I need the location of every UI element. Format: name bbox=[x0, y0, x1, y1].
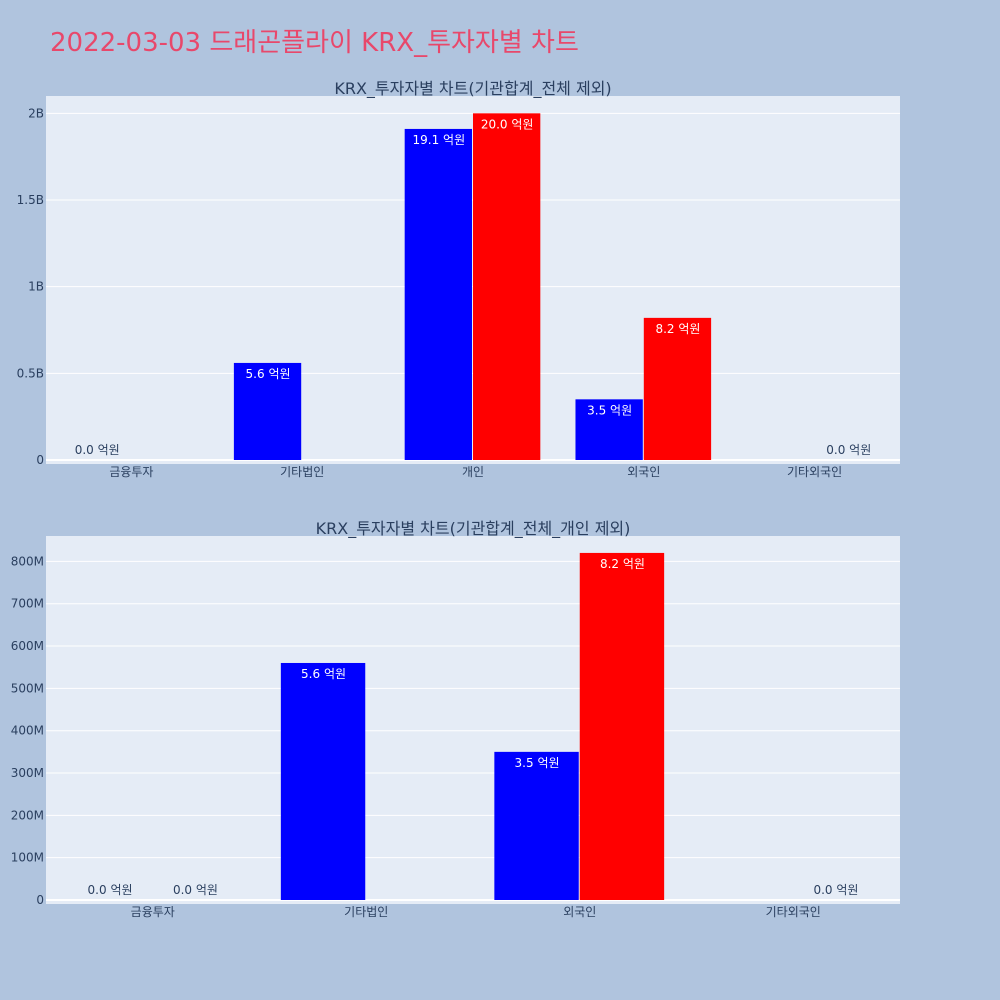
data-label: 3.5 억원 bbox=[587, 403, 632, 417]
chart-title: KRX_투자자별 차트(기관합계_전체 제외) bbox=[334, 79, 611, 99]
plot-area bbox=[46, 536, 900, 904]
x-tick-label: 금융투자 bbox=[109, 465, 153, 479]
data-label: 8.2 억원 bbox=[655, 322, 700, 336]
x-tick-label: 외국인 bbox=[563, 905, 596, 919]
bar bbox=[280, 662, 366, 900]
chart-title: KRX_투자자별 차트(기관합계_전체_개인 제외) bbox=[316, 519, 631, 539]
data-label: 0.0 억원 bbox=[88, 883, 133, 897]
y-tick-label: 0.5B bbox=[17, 366, 44, 380]
page-title: 2022-03-03 드래곤플라이 KRX_투자자별 차트 bbox=[50, 28, 579, 58]
x-tick-label: 기타법인 bbox=[280, 465, 324, 479]
y-tick-label: 2B bbox=[28, 106, 44, 120]
data-label: 20.0 억원 bbox=[481, 117, 534, 131]
y-tick-label: 100M bbox=[11, 851, 44, 865]
y-tick-label: 400M bbox=[11, 724, 44, 738]
y-tick-label: 1.5B bbox=[17, 193, 44, 207]
bar bbox=[473, 113, 541, 460]
x-tick-label: 기타법인 bbox=[344, 905, 388, 919]
data-label: 0.0 억원 bbox=[75, 443, 120, 457]
data-label: 5.6 억원 bbox=[246, 367, 291, 381]
chart-0: KRX_투자자별 차트(기관합계_전체 제외) 0 0.5B 1B 1.5B 2B 금융투자… bbox=[17, 79, 900, 479]
data-label: 5.6 억원 bbox=[301, 667, 346, 681]
y-tick-label: 700M bbox=[11, 597, 44, 611]
y-tick-label: 0 bbox=[36, 893, 44, 907]
x-tick-label: 개인 bbox=[462, 465, 484, 479]
data-label: 0.0 억원 bbox=[173, 883, 218, 897]
data-label: 0.0 억원 bbox=[813, 883, 858, 897]
data-label: 8.2 억원 bbox=[600, 557, 645, 571]
data-label: 19.1 억원 bbox=[413, 133, 466, 147]
bar bbox=[579, 552, 665, 900]
x-tick-label: 기타외국인 bbox=[787, 465, 842, 479]
x-tick-label: 외국인 bbox=[627, 465, 660, 479]
y-tick-label: 600M bbox=[11, 639, 44, 653]
y-tick-label: 800M bbox=[11, 554, 44, 568]
data-label: 0.0 억원 bbox=[826, 443, 871, 457]
y-tick-label: 200M bbox=[11, 808, 44, 822]
x-tick-label: 기타외국인 bbox=[766, 905, 821, 919]
y-tick-label: 300M bbox=[11, 766, 44, 780]
bar bbox=[494, 751, 579, 900]
chart-1: KRX_투자자별 차트(기관합계_전체_개인 제외) 0 100M 200M 300M 4… bbox=[11, 519, 900, 919]
y-tick-label: 500M bbox=[11, 681, 44, 695]
data-label: 3.5 억원 bbox=[515, 756, 560, 770]
bar bbox=[404, 128, 472, 460]
bar bbox=[575, 399, 643, 460]
bar bbox=[643, 317, 712, 460]
x-tick-label: 금융투자 bbox=[131, 905, 175, 919]
y-tick-label: 0 bbox=[36, 453, 44, 467]
y-tick-label: 1B bbox=[28, 280, 44, 294]
bar bbox=[233, 362, 302, 460]
